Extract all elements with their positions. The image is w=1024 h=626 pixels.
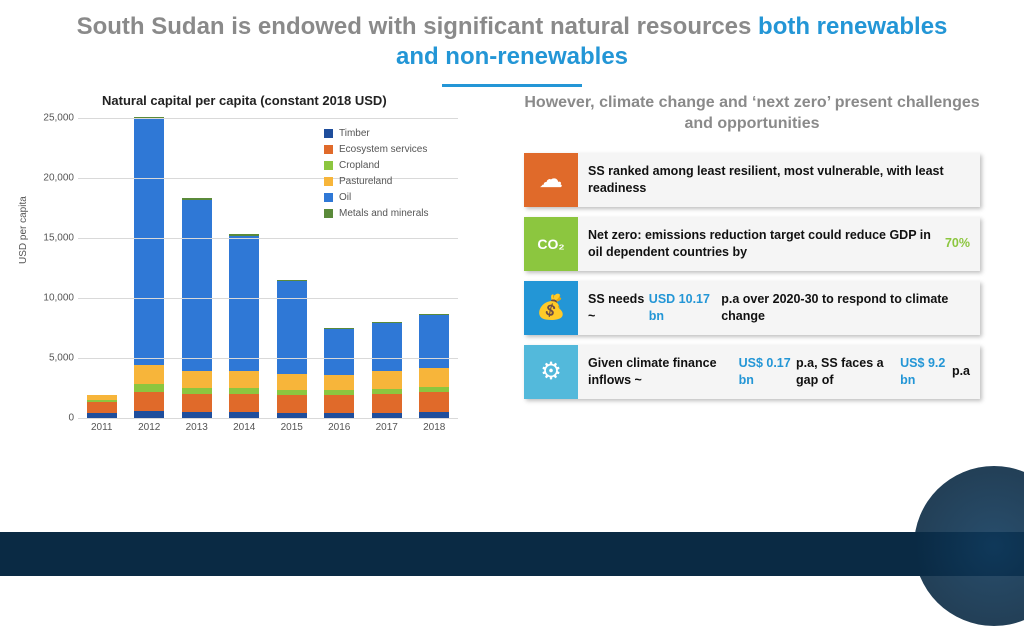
x-tick-label: 2018	[419, 422, 449, 433]
bar-segment	[277, 374, 307, 391]
callouts-list: ☁SS ranked among least resilient, most v…	[524, 153, 980, 399]
legend-item: Ecosystem services	[324, 144, 428, 155]
y-axis-label: USD per capita	[18, 196, 29, 264]
co2-icon: CO₂	[524, 217, 578, 271]
callouts-panel: However, climate change and ‘next zero’ …	[504, 93, 980, 454]
bar-segment	[419, 392, 449, 412]
bar-segment	[419, 368, 449, 387]
bar-segment	[134, 384, 164, 391]
bar-column	[324, 328, 354, 418]
legend-swatch	[324, 193, 333, 202]
legend-swatch	[324, 177, 333, 186]
bar-segment	[419, 315, 449, 368]
chart-title: Natural capital per capita (constant 201…	[24, 93, 504, 108]
bar-segment	[372, 371, 402, 389]
legend-swatch	[324, 209, 333, 218]
callout-text: Given climate finance inflows ~ US$ 0.17…	[578, 345, 980, 399]
bar-column	[182, 198, 212, 418]
bar-segment	[324, 395, 354, 413]
legend-label: Oil	[339, 192, 351, 203]
x-tick-label: 2012	[134, 422, 164, 433]
bar-column	[372, 322, 402, 418]
bar-column	[87, 395, 117, 418]
bar-segment	[229, 394, 259, 412]
title-rule	[442, 84, 582, 87]
subheading: However, climate change and ‘next zero’ …	[524, 93, 980, 135]
x-tick-label: 2013	[182, 422, 212, 433]
callout-text: SS ranked among least resilient, most vu…	[578, 153, 980, 207]
bar-column	[419, 314, 449, 418]
bar-segment	[229, 236, 259, 372]
legend-label: Ecosystem services	[339, 144, 427, 155]
money-hand-icon: 💰	[524, 281, 578, 335]
bar-segment	[372, 323, 402, 371]
gridline	[78, 358, 458, 359]
bar-segment	[134, 411, 164, 418]
chart-area: USD per capita 05,00010,00015,00020,0002…	[24, 114, 504, 454]
x-tick-label: 2017	[372, 422, 402, 433]
bar-segment	[182, 371, 212, 388]
bar-segment	[277, 281, 307, 373]
callout-text: SS needs ~ USD 10.17 bn p.a over 2020-30…	[578, 281, 980, 335]
callout: ☁SS ranked among least resilient, most v…	[524, 153, 980, 207]
x-axis-labels: 2011 2012 2013 2014 2015 2016 2017 2018	[78, 422, 458, 433]
callout: 💰SS needs ~ USD 10.17 bn p.a over 2020-3…	[524, 281, 980, 335]
bar-segment	[277, 395, 307, 413]
legend-label: Timber	[339, 128, 370, 139]
callout-text: Net zero: emissions reduction target cou…	[578, 217, 980, 271]
legend-item: Timber	[324, 128, 428, 139]
legend-swatch	[324, 161, 333, 170]
bar-column	[134, 117, 164, 418]
bar-segment	[324, 329, 354, 375]
gridline	[78, 418, 458, 419]
callout: CO₂Net zero: emissions reduction target …	[524, 217, 980, 271]
bar-segment	[134, 365, 164, 384]
y-tick-label: 5,000	[30, 353, 74, 364]
page-title: South Sudan is endowed with significant …	[0, 0, 1024, 76]
cloud-dollar-icon: ☁	[524, 153, 578, 207]
bar-segment	[229, 371, 259, 388]
legend-item: Metals and minerals	[324, 208, 428, 219]
gridline	[78, 238, 458, 239]
legend-swatch	[324, 145, 333, 154]
chart-legend: Timber Ecosystem services Cropland Pasturel…	[324, 128, 428, 224]
y-tick-label: 0	[30, 413, 74, 424]
legend-item: Cropland	[324, 160, 428, 171]
footer-band	[0, 532, 1024, 576]
footer-globe-decor	[914, 466, 1024, 626]
legend-label: Cropland	[339, 160, 380, 171]
bar-segment	[324, 375, 354, 391]
legend-swatch	[324, 129, 333, 138]
bar-segment	[182, 394, 212, 412]
legend-item: Pastureland	[324, 176, 428, 187]
gridline	[78, 298, 458, 299]
bar-column	[229, 234, 259, 418]
legend-label: Metals and minerals	[339, 208, 428, 219]
y-tick-label: 15,000	[30, 233, 74, 244]
bar-segment	[134, 392, 164, 411]
title-part1: South Sudan is endowed with significant …	[77, 13, 758, 40]
y-tick-label: 25,000	[30, 113, 74, 124]
y-tick-label: 20,000	[30, 173, 74, 184]
x-tick-label: 2011	[87, 422, 117, 433]
gridline	[78, 118, 458, 119]
slide: South Sudan is endowed with significant …	[0, 0, 1024, 576]
x-tick-label: 2016	[324, 422, 354, 433]
gear-leaf-icon: ⚙	[524, 345, 578, 399]
x-tick-label: 2015	[277, 422, 307, 433]
bar-segment	[134, 118, 164, 365]
bar-segment	[372, 394, 402, 413]
bar-segment	[182, 200, 212, 372]
y-tick-label: 10,000	[30, 293, 74, 304]
bar-segment	[87, 402, 117, 413]
bar-column	[277, 280, 307, 418]
chart-panel: Natural capital per capita (constant 201…	[24, 93, 504, 454]
callout: ⚙Given climate finance inflows ~ US$ 0.1…	[524, 345, 980, 399]
x-tick-label: 2014	[229, 422, 259, 433]
legend-label: Pastureland	[339, 176, 392, 187]
legend-item: Oil	[324, 192, 428, 203]
